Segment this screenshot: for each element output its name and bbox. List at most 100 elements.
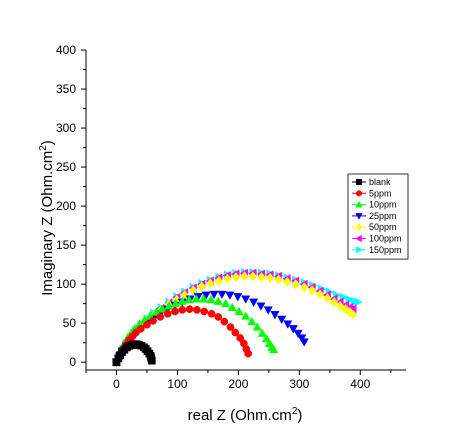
data-point — [185, 305, 194, 313]
data-point — [269, 344, 279, 354]
data-point — [171, 298, 181, 308]
data-point — [329, 297, 339, 308]
legend-label: 50ppm — [369, 222, 397, 232]
legend-marker — [355, 234, 362, 243]
series-5ppm — [112, 305, 252, 367]
data-point — [348, 309, 358, 320]
legend-label: blank — [369, 177, 391, 187]
data-point — [199, 294, 209, 303]
data-point — [171, 307, 179, 316]
data-point — [157, 304, 167, 313]
legend-item: 10ppm — [352, 200, 397, 210]
y-axis-title: Imaginary Z (Ohm.cm2) — [38, 140, 56, 296]
data-point — [291, 279, 300, 290]
x-tick-label: 200 — [228, 377, 248, 391]
legend-item: 50ppm — [352, 222, 397, 232]
data-point — [261, 333, 271, 343]
data-point — [234, 306, 244, 315]
x-tick-label: 400 — [350, 377, 370, 391]
legend-marker — [355, 213, 363, 220]
data-point — [277, 315, 287, 325]
legend-label: 100ppm — [369, 234, 402, 244]
y-tick-label: 350 — [56, 82, 76, 96]
data-point — [241, 295, 251, 304]
legend-marker — [355, 178, 363, 186]
data-point — [293, 329, 303, 339]
legend-label: 150ppm — [369, 245, 402, 255]
data-point — [226, 323, 235, 331]
legend-label: 10ppm — [369, 200, 397, 210]
y-tick-label: 400 — [56, 43, 76, 57]
data-point — [137, 324, 145, 333]
legend-marker — [355, 223, 363, 232]
data-point — [274, 274, 283, 285]
data-point — [308, 285, 317, 296]
data-point — [217, 290, 227, 300]
data-point — [214, 313, 223, 321]
data-point — [233, 293, 243, 302]
data-point — [299, 338, 309, 347]
data-point — [225, 291, 235, 300]
legend-label: 25ppm — [369, 211, 397, 221]
series-blank — [112, 340, 156, 367]
data-point — [213, 296, 223, 305]
data-point — [149, 316, 157, 325]
data-point — [323, 293, 332, 304]
data-point — [147, 356, 156, 365]
data-point — [300, 282, 309, 293]
y-tick-label: 300 — [56, 121, 76, 135]
data-point — [315, 289, 325, 300]
data-point — [206, 294, 216, 304]
y-tick-label: 50 — [63, 316, 77, 330]
data-point — [231, 328, 240, 337]
data-point — [177, 296, 187, 305]
data-point — [249, 298, 259, 307]
y-tick-label: 150 — [56, 238, 76, 252]
data-point — [209, 290, 219, 300]
legend-marker — [355, 190, 363, 197]
legend-label: 5ppm — [369, 188, 392, 198]
data-point — [288, 325, 298, 334]
data-point — [336, 300, 345, 312]
x-tick-label: 300 — [289, 377, 309, 391]
y-tick-label: 0 — [69, 355, 76, 369]
data-point — [143, 320, 151, 329]
data-point — [283, 320, 293, 329]
data-point — [221, 298, 231, 308]
data-point — [156, 313, 165, 321]
data-point — [214, 275, 223, 287]
data-point — [252, 322, 262, 331]
y-tick-label: 100 — [56, 277, 76, 291]
data-point — [178, 306, 187, 314]
data-point — [197, 281, 206, 292]
data-point — [256, 302, 266, 311]
data-point — [184, 294, 194, 304]
data-point — [244, 349, 252, 358]
data-point — [248, 271, 258, 282]
y-tick-label: 250 — [56, 160, 76, 174]
data-point — [283, 276, 292, 287]
data-point — [263, 306, 273, 315]
x-axis-title: real Z (Ohm.cm2) — [188, 406, 303, 424]
data-point — [189, 285, 198, 296]
series-layer — [111, 267, 363, 368]
legend-item: 150ppm — [352, 245, 402, 255]
data-point — [270, 311, 280, 320]
legend-item: blank — [352, 177, 391, 187]
x-tick-label: 100 — [167, 377, 187, 391]
data-point — [240, 271, 249, 282]
data-point — [207, 309, 216, 318]
data-point — [193, 306, 201, 314]
y-tick-label: 200 — [56, 199, 76, 213]
data-point — [220, 317, 229, 326]
x-tick-label: 0 — [113, 377, 120, 391]
data-point — [236, 334, 245, 342]
legend-marker — [355, 200, 363, 208]
data-point — [257, 328, 267, 337]
axes: 0 100 200 300 400 0 50 100 150 200 250 300 350 400 — [56, 43, 406, 391]
data-point — [200, 307, 209, 316]
data-point — [227, 302, 237, 312]
data-point — [206, 278, 215, 289]
data-point — [257, 272, 266, 283]
